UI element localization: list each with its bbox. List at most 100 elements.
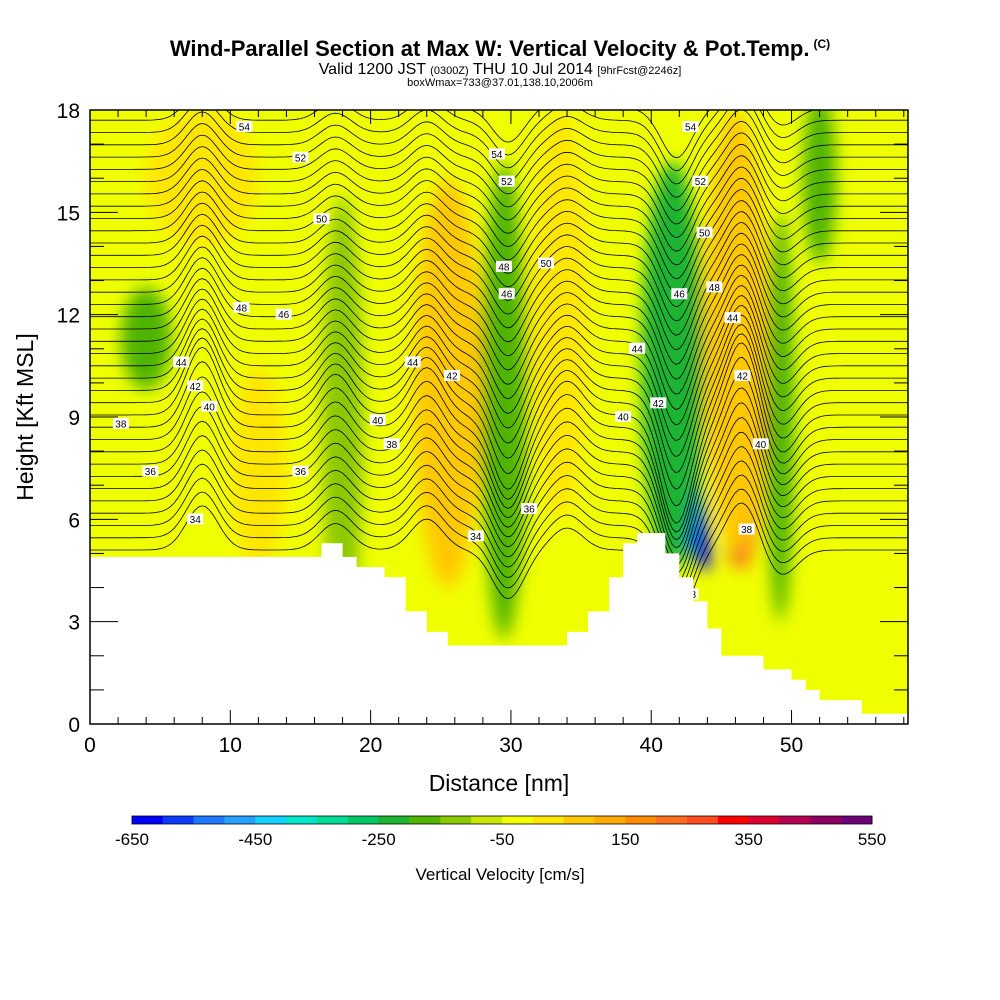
theta-contour-line — [90, 166, 908, 266]
theta-contour-line — [90, 446, 908, 583]
y-axis-title: Height [Kft MSL] — [12, 333, 38, 500]
theta-contour-line — [90, 356, 908, 533]
chart-title: Wind-Parallel Section at Max W: Vertical… — [0, 36, 1000, 62]
valid-utc: (0300Z) — [430, 65, 469, 77]
contour-label-text: 36 — [295, 467, 307, 478]
colorbar-tick-label: -650 — [115, 830, 149, 849]
velocity-cell — [766, 212, 795, 622]
contour-label: 42 — [734, 370, 751, 383]
contour-label-text: 50 — [699, 228, 711, 239]
x-tick-label: 0 — [84, 734, 96, 757]
theta-contour-line — [90, 155, 908, 252]
velocity-cell — [146, 110, 259, 247]
contour-label: 36 — [142, 465, 159, 478]
colorbar-tick-label: 150 — [611, 830, 639, 849]
colorbar-swatch — [810, 816, 842, 824]
contour-label-text: 38 — [386, 440, 398, 451]
contour-label-text: 40 — [618, 413, 630, 424]
contour-label-text: 46 — [278, 310, 290, 321]
contour-label: 52 — [498, 175, 515, 188]
contour-label-text: 42 — [737, 372, 749, 383]
theta-contour-line — [90, 177, 908, 280]
colorbar-swatch — [224, 816, 256, 824]
colorbar-tick-label: 550 — [858, 830, 886, 849]
theta-contour-line — [90, 110, 908, 198]
colorbar-tick-label: -450 — [238, 830, 272, 849]
contour-label: 38 — [383, 438, 400, 451]
theta-contour-line — [90, 372, 908, 541]
theta-contour-line — [90, 243, 908, 365]
contour-label-text: 54 — [685, 123, 697, 134]
contour-label: 42 — [443, 370, 460, 383]
contour-label-text: 44 — [632, 344, 644, 355]
valid-time-line: Valid 1200 JST (0300Z) THU 10 Jul 2014 [… — [0, 61, 1000, 79]
contour-label-text: 52 — [501, 177, 513, 188]
theta-contour-line — [90, 143, 908, 239]
contour-label-text: 40 — [755, 440, 767, 451]
contour-label-text: 44 — [727, 314, 739, 325]
contour-label: 44 — [724, 312, 741, 325]
box-info: boxWmax=733@37.01,138.10,2006m — [407, 77, 593, 89]
colorbar-swatch — [255, 816, 287, 824]
contour-label-text: 40 — [372, 416, 384, 427]
velocity-cell — [230, 365, 287, 571]
x-tick-label: 40 — [640, 734, 663, 757]
contour-label: 50 — [538, 257, 555, 270]
theta-contour-line — [90, 200, 908, 308]
velocity-cell — [321, 195, 364, 639]
colorbar-swatch — [347, 816, 380, 824]
contour-label: 44 — [404, 356, 421, 369]
contour-label: 50 — [696, 226, 713, 239]
theta-contour-line — [90, 264, 908, 395]
colorbar-swatch — [841, 816, 873, 824]
y-tick-label: 3 — [68, 612, 80, 635]
contour-label: 34 — [187, 513, 204, 526]
terrain-mask — [90, 533, 908, 724]
contour-label: 36 — [292, 465, 309, 478]
colorbar-swatch — [594, 816, 626, 824]
forecast-info: [9hrFcst@2246z] — [597, 65, 682, 77]
contour-label-text: 50 — [540, 259, 552, 270]
contour-label-text: 48 — [498, 262, 510, 273]
theta-contour-line — [90, 120, 908, 212]
contour-label-text: 46 — [501, 290, 513, 301]
x-tick-label: 50 — [780, 734, 803, 757]
theta-contour-line — [90, 402, 908, 557]
contour-label-text: 36 — [524, 505, 536, 516]
colorbar-swatch — [625, 816, 657, 824]
theta-contour-line — [470, 110, 816, 159]
contour-label-text: 52 — [295, 153, 307, 164]
contour-label-text: 46 — [674, 290, 686, 301]
colorbar-swatch — [656, 816, 688, 824]
colorbar-swatch — [286, 816, 318, 824]
contour-label: 44 — [629, 342, 646, 355]
contour-label-text: 48 — [236, 303, 248, 314]
velocity-cell — [531, 110, 589, 520]
colorbar-swatch — [717, 816, 750, 824]
colorbar-swatch — [563, 816, 595, 824]
x-axis-title: Distance [nm] — [429, 770, 570, 796]
colorbar-swatch — [779, 816, 811, 824]
colorbar-swatch — [440, 816, 472, 824]
contour-label-text: 44 — [407, 358, 419, 369]
contour-label-text: 34 — [190, 515, 202, 526]
colorbar-swatch — [317, 816, 349, 824]
theta-contours: 3434363636383838384040404042424242444444… — [90, 110, 908, 622]
contour-label-text: 38 — [741, 525, 753, 536]
contour-label: 48 — [706, 281, 723, 294]
contour-label: 40 — [201, 400, 218, 413]
theta-contour-line — [90, 222, 908, 336]
contour-label: 46 — [275, 308, 292, 321]
colorbar-frame — [131, 815, 873, 825]
theta-contour-line — [90, 304, 908, 457]
x-tick-label: 20 — [359, 734, 382, 757]
theta-contour-line — [90, 417, 908, 566]
contour-label: 48 — [495, 260, 512, 273]
colorbar-swatch — [687, 816, 719, 824]
theta-contour-line — [90, 387, 908, 549]
valid-date: THU 10 Jul 2014 — [472, 61, 593, 78]
contour-label: 50 — [313, 213, 330, 226]
contour-label-text: 50 — [316, 215, 328, 226]
